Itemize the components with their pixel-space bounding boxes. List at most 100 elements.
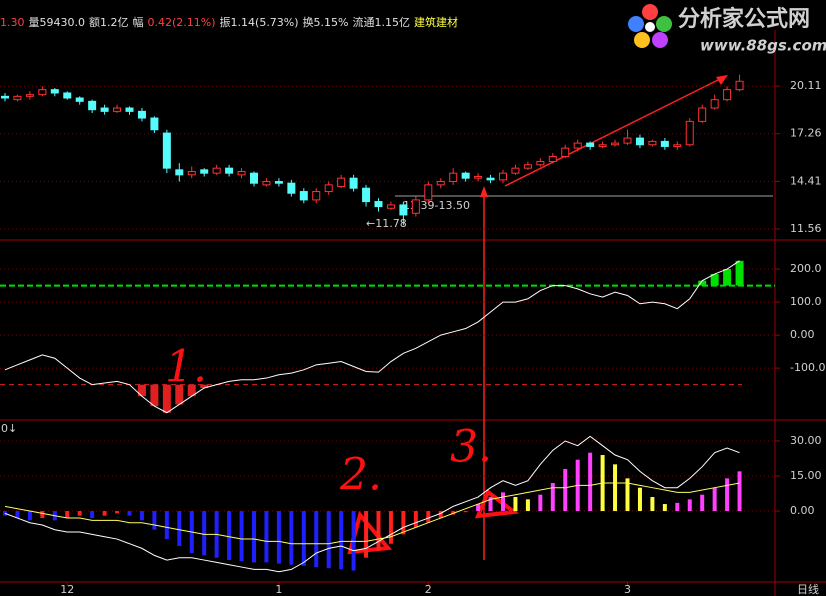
- candle-body: [486, 177, 495, 181]
- macd-bar: [613, 464, 618, 512]
- candle-body: [598, 144, 607, 147]
- candle-body: [312, 191, 321, 201]
- cci-bar: [150, 384, 159, 407]
- macd-bar: [27, 511, 32, 521]
- macd-bar: [264, 511, 269, 563]
- macd-bar: [227, 511, 232, 561]
- macd-bar: [90, 511, 95, 519]
- candle-body: [1, 95, 9, 99]
- macd-bar: [637, 487, 642, 512]
- macd-bar: [550, 483, 555, 512]
- candle-body: [225, 167, 234, 174]
- macd-bar: [351, 511, 356, 571]
- candle-body: [586, 142, 595, 147]
- macd-bar: [662, 504, 667, 512]
- macd-line: [4, 435, 740, 573]
- y-tick-label: 17.26: [790, 127, 822, 140]
- candle-body: [63, 92, 72, 99]
- logo-title: 分析家公式网: [678, 6, 810, 32]
- info-item: 建筑建材: [414, 16, 459, 29]
- macd-bar: [687, 499, 692, 512]
- cci-line: [4, 260, 740, 414]
- y-tick-label: 14.41: [790, 174, 822, 187]
- candle-body: [274, 181, 283, 184]
- candle-body: [88, 100, 97, 111]
- cci-bar: [735, 260, 744, 286]
- info-item: 流通1.15亿: [352, 16, 411, 29]
- candle-body: [735, 80, 744, 91]
- candle-body: [200, 169, 209, 174]
- candle-body: [685, 120, 694, 146]
- candle-body: [449, 172, 458, 183]
- macd-bar: [177, 511, 182, 547]
- candle-body: [723, 89, 732, 101]
- candle-body: [499, 172, 507, 181]
- cci-bar: [698, 280, 707, 286]
- candle-body: [399, 204, 408, 216]
- candle-body: [299, 191, 308, 201]
- logo-icon: [628, 4, 672, 48]
- x-tick-label: 2: [425, 583, 432, 596]
- annotation: 0↓: [1, 422, 17, 435]
- macd-bar: [164, 511, 169, 540]
- logo-url: www.88gs.com: [700, 37, 826, 55]
- candle-body: [362, 187, 371, 203]
- candle-body: [511, 167, 520, 174]
- candle-body: [324, 184, 333, 193]
- macd-bar: [289, 511, 294, 565]
- candle-body: [548, 155, 557, 162]
- macd-bar: [650, 497, 655, 512]
- y-tick-label: 15.00: [790, 469, 822, 482]
- macd-bar: [364, 511, 369, 558]
- macd-bar: [513, 497, 518, 512]
- info-item: 0.42(2.11%): [147, 16, 216, 29]
- y-tick-label: -100.0: [790, 361, 825, 374]
- cci-bar: [137, 384, 146, 397]
- candle-body: [436, 181, 445, 186]
- candle-body: [648, 140, 657, 146]
- macd-bar: [65, 511, 70, 519]
- macd-bar: [15, 511, 20, 519]
- macd-bar: [476, 504, 481, 512]
- info-item: 换5.15%: [302, 16, 349, 29]
- candle-body: [611, 142, 620, 146]
- candle-body: [175, 169, 184, 176]
- x-tick-label: 12: [60, 583, 74, 596]
- macd-bar: [326, 511, 331, 569]
- macd-bar: [525, 499, 530, 512]
- info-item: 量59430.0: [28, 16, 86, 29]
- macd-bar: [376, 511, 381, 551]
- period-label: 日线: [797, 582, 819, 596]
- candle-body: [474, 176, 483, 179]
- cci-bar: [175, 384, 184, 405]
- candle-body: [38, 89, 47, 96]
- info-bar: 1.30 量59430.0 额1.2亿幅 0.42(2.11%) 振1.14(5.73%…: [0, 14, 462, 30]
- macd-bar: [426, 511, 431, 523]
- y-tick-label: 11.56: [790, 222, 822, 235]
- candle-body: [13, 95, 22, 101]
- cci-bar: [723, 269, 732, 286]
- candle-body: [162, 132, 171, 169]
- candle-body: [75, 97, 84, 102]
- info-item: 振1.14(5.73%): [219, 16, 299, 29]
- macd-bar: [700, 494, 705, 512]
- macd-bar: [501, 492, 505, 512]
- candle-body: [424, 184, 433, 201]
- cci-bar: [187, 384, 196, 397]
- macd-bar: [401, 511, 406, 535]
- candle-body: [660, 140, 669, 147]
- macd-bar: [712, 487, 717, 512]
- macd-bar: [463, 511, 468, 513]
- x-tick-label: 3: [624, 583, 631, 596]
- y-tick-label: 20.11: [790, 79, 822, 92]
- candle-body: [250, 172, 258, 184]
- candle-body: [461, 172, 470, 179]
- macd-bar: [388, 511, 393, 544]
- hand-note: 2.: [339, 450, 382, 501]
- candle-body: [523, 164, 532, 169]
- macd-bar: [314, 511, 319, 568]
- macd-bar: [252, 511, 256, 563]
- candle-body: [536, 160, 545, 166]
- macd-bar: [563, 469, 568, 512]
